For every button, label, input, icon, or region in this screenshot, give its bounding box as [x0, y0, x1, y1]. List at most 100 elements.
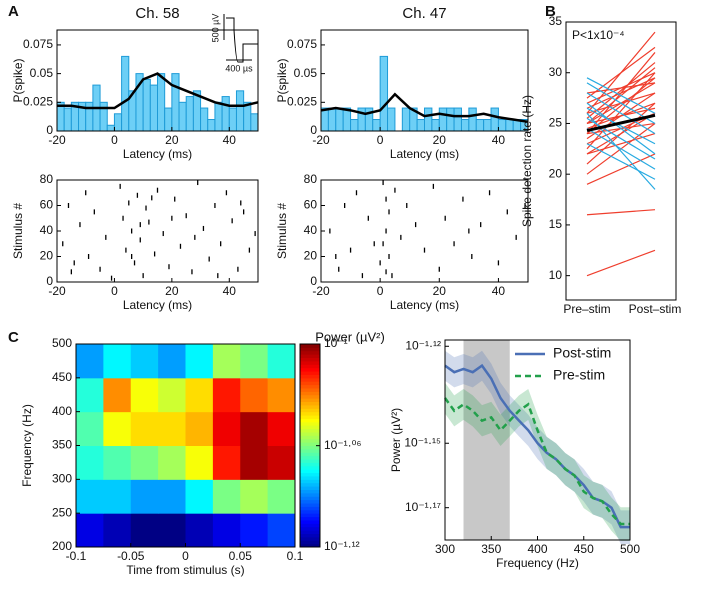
heatmap-cell — [103, 344, 132, 379]
bar — [171, 73, 180, 132]
heatmap-cell — [185, 513, 214, 548]
colorbar-step — [300, 425, 320, 430]
colorbar-step — [300, 408, 320, 413]
chart-title: Ch. 58 — [135, 5, 179, 22]
error-band — [445, 382, 630, 541]
y-tick-label: 0 — [310, 274, 317, 288]
bar — [497, 119, 507, 132]
legend-label: Post-stim — [553, 345, 611, 361]
bar — [142, 78, 151, 132]
heatmap-cell — [212, 445, 241, 480]
colorbar-step — [300, 469, 320, 474]
bar — [372, 119, 381, 132]
pair-line — [586, 77, 656, 135]
y-tick-label: 10⁻¹·¹⁵ — [404, 435, 441, 449]
heatmap-cell — [76, 344, 104, 379]
y-tick-label: 35 — [549, 14, 563, 28]
chart-slope: Pre–stim Post–stim P<1x10⁻⁴ 10 15 20 25 30 35 Spi… — [520, 14, 681, 316]
y-tick-label: 0.05 — [30, 66, 54, 80]
colorbar-step — [300, 387, 320, 392]
colorbar-step — [300, 350, 320, 355]
colorbar-step — [300, 428, 320, 433]
y-tick-label: 40 — [304, 223, 318, 237]
y-axis-label: Frequency (Hz) — [20, 404, 34, 487]
heatmap-cell — [130, 344, 159, 379]
heatmap-cell — [158, 479, 186, 514]
y-tick-label: 10⁻¹·¹² — [405, 338, 441, 352]
x-tick-label: -0.05 — [117, 549, 145, 563]
bar — [63, 107, 72, 132]
pair-line — [586, 209, 656, 216]
x-tick-label: -20 — [312, 133, 330, 147]
bar — [446, 107, 455, 132]
bar — [387, 107, 396, 132]
panel-label: C — [8, 329, 19, 346]
x-tick-label: 40 — [492, 284, 506, 298]
colorbar-label: Power (µV²) — [315, 329, 385, 344]
colorbar-step — [300, 543, 320, 548]
y-tick-label: 30 — [549, 65, 563, 79]
heatmap-cell — [76, 513, 104, 548]
bar — [438, 107, 448, 132]
colorbar-step — [300, 391, 320, 396]
bar — [85, 101, 94, 132]
colorbar-step — [300, 530, 320, 534]
colorbar-step — [300, 384, 320, 389]
x-tick-label: 40 — [492, 133, 506, 147]
bar — [431, 119, 440, 132]
smoothed-line — [57, 72, 259, 110]
chart-heatmap: 10⁻¹ 10⁻¹·⁰⁶ 10⁻¹·¹² Power (µV²) 200 250 300 35… — [20, 329, 385, 577]
heatmap-cell — [158, 377, 186, 413]
heatmap-cell — [103, 513, 132, 548]
pair-line — [586, 72, 656, 150]
bar — [320, 107, 329, 132]
heatmap-cell — [76, 411, 104, 446]
heatmap-cell — [240, 513, 269, 548]
y-axis-label: P(spike) — [11, 58, 25, 102]
error-band — [445, 350, 630, 545]
pair-line — [586, 143, 656, 180]
colorbar-step — [300, 418, 320, 423]
series-line — [444, 363, 630, 529]
bar — [350, 119, 359, 132]
plot-frame — [56, 179, 259, 283]
pair-line — [586, 107, 656, 145]
colorbar-step — [300, 431, 320, 436]
heatmap-cell — [185, 344, 214, 379]
y-tick-label: 0.05 — [294, 66, 318, 80]
y-tick-label: 250 — [52, 505, 72, 519]
x-tick-label: 0.05 — [229, 549, 253, 563]
pair-line — [586, 107, 656, 125]
waveform — [226, 17, 258, 63]
colorbar-step — [300, 462, 320, 467]
pair-line — [586, 112, 656, 155]
heatmap-cell — [240, 445, 269, 480]
x-tick-label: 0 — [182, 549, 189, 563]
y-tick-label: 200 — [52, 539, 72, 553]
y-tick-label: 0.025 — [23, 94, 53, 108]
colorbar-step — [300, 354, 320, 359]
colorbar-step — [300, 496, 320, 501]
heatmap-cell — [103, 411, 132, 446]
x-tick-label: -20 — [312, 284, 330, 298]
colorbar-step — [300, 371, 320, 375]
heatmap-cell — [103, 377, 132, 413]
heatmap-cell — [267, 445, 296, 480]
y-tick-label: 0 — [310, 123, 317, 137]
pair-line — [586, 77, 656, 109]
y-tick-label: 20 — [40, 249, 54, 263]
x-tick-label: 300 — [435, 542, 455, 556]
x-tick-label: -20 — [48, 133, 66, 147]
bar — [228, 107, 237, 132]
colorbar-step — [300, 344, 320, 348]
colorbar-step — [300, 364, 320, 369]
heatmap-cell — [130, 411, 159, 446]
annotation: P<1x10⁻⁴ — [572, 28, 625, 42]
panel-label: A — [8, 3, 19, 20]
heatmap-cell — [212, 411, 241, 446]
heatmap-cell — [130, 479, 159, 514]
y-axis-label: Spike detection rate (Hz) — [520, 95, 534, 227]
y-tick-label: 20 — [304, 249, 318, 263]
y-tick-label: 25 — [549, 116, 563, 130]
